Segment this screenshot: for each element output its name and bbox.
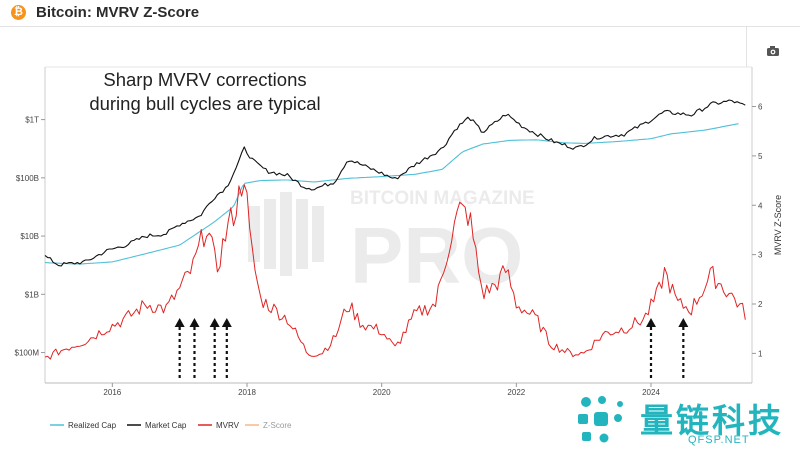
right-tick-label: 4 — [758, 201, 763, 210]
watermark-line2: PRO — [350, 211, 523, 300]
screenshot-button[interactable] — [746, 27, 800, 67]
annotation-line-1: Sharp MVRV corrections — [103, 69, 307, 90]
annotation-line-2: during bull cycles are typical — [89, 93, 321, 114]
x-tick-label: 2022 — [507, 388, 525, 397]
arrow-head — [189, 318, 200, 327]
arrow-head — [209, 318, 220, 327]
left-tick-label: $1T — [25, 116, 39, 125]
arrow-head — [646, 318, 656, 327]
legend: Realized Cap Market Cap MVRV Z-Score — [50, 421, 292, 430]
arrow-annotation — [189, 318, 200, 378]
page-title: Bitcoin: MVRV Z-Score — [36, 4, 200, 21]
brand-watermark: 量链科技 QFSP.NET — [570, 388, 800, 451]
right-tick-label: 1 — [758, 349, 763, 358]
right-axis-label: MVRV Z-Score — [773, 195, 783, 255]
legend-realized-cap[interactable]: Realized Cap — [68, 421, 117, 430]
x-tick-label: 2016 — [103, 388, 121, 397]
arrow-annotation — [209, 318, 220, 378]
x-tick-label: 2024 — [642, 388, 660, 397]
watermark-line1: BITCOIN MAGAZINE — [350, 188, 535, 209]
arrow-head — [678, 318, 689, 327]
x-tick-label: 2018 — [238, 388, 256, 397]
brand-logo-icon — [578, 396, 623, 443]
right-tick-label: 5 — [758, 152, 763, 161]
left-tick-label: $10B — [20, 232, 39, 241]
bitcoin-icon: ₿ — [11, 5, 26, 20]
axes-group: $100M $1B $10B $100B $1T 1 2 3 4 5 6 2016 2018 2020 20… — [15, 103, 763, 398]
series-mvrv — [44, 184, 746, 360]
legend-mvrv[interactable]: MVRV — [216, 421, 240, 430]
watermark: BITCOIN MAGAZINE PRO — [248, 188, 535, 300]
header-bar: ₿ Bitcoin: MVRV Z-Score — [0, 0, 800, 27]
series-market-cap — [44, 99, 746, 267]
right-tick-label: 2 — [758, 300, 763, 309]
arrow-annotation — [646, 318, 656, 378]
camera-icon — [767, 46, 779, 56]
left-tick-label: $100M — [15, 349, 40, 358]
arrow-annotation — [174, 318, 185, 378]
series-realized-cap — [44, 123, 739, 265]
arrow-annotation — [678, 318, 689, 378]
right-tick-label: 6 — [758, 103, 763, 112]
left-tick-label: $100B — [16, 174, 39, 183]
legend-zscore[interactable]: Z-Score — [263, 421, 292, 430]
arrow-annotation — [221, 318, 232, 378]
left-tick-label: $1B — [25, 290, 39, 299]
arrow-head — [221, 318, 232, 327]
legend-market-cap[interactable]: Market Cap — [145, 421, 187, 430]
brand-name: 量链科技 — [640, 401, 784, 440]
annotation-text: Sharp MVRV corrections during bull cycle… — [60, 68, 350, 116]
right-tick-label: 3 — [758, 251, 763, 260]
series-group — [44, 99, 746, 360]
arrows-group — [174, 318, 689, 378]
arrow-head — [174, 318, 185, 327]
brand-url: QFSP.NET — [688, 434, 750, 446]
x-tick-label: 2020 — [373, 388, 391, 397]
